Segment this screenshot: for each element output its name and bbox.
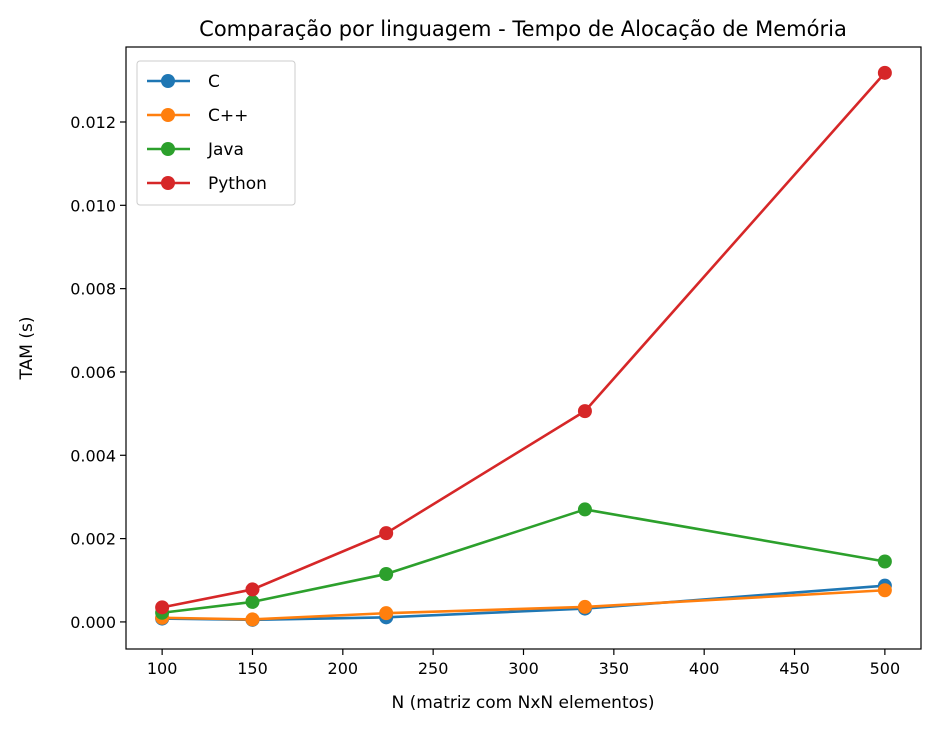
data-point [245, 582, 260, 597]
x-tick-label: 150 [237, 659, 268, 678]
data-point [877, 554, 892, 569]
legend-entry: Python [147, 174, 267, 194]
data-point [379, 526, 394, 541]
legend-entry: C [147, 72, 220, 92]
x-tick-label: 400 [689, 659, 720, 678]
y-tick-label: 0.000 [70, 613, 116, 632]
data-point [379, 606, 394, 621]
x-axis-label: N (matriz com NxN elementos) [391, 693, 654, 713]
x-axis: 100 150 200 250 300 350 400 450 500 [147, 649, 900, 678]
x-tick-label: 200 [328, 659, 359, 678]
data-point [245, 594, 260, 609]
data-point [877, 65, 892, 80]
data-point [379, 567, 394, 582]
data-point [577, 599, 592, 614]
y-tick-label: 0.008 [70, 280, 116, 299]
series-cpp [155, 583, 892, 627]
y-tick-label: 0.012 [70, 113, 116, 132]
legend-box [136, 60, 296, 206]
data-point [577, 404, 592, 419]
legend-entry: C++ [147, 106, 248, 126]
legend-swatch-marker [161, 142, 175, 156]
y-tick-label: 0.006 [70, 363, 116, 382]
legend-label: C [208, 72, 220, 92]
x-tick-label: 350 [599, 659, 630, 678]
x-tick-label: 250 [418, 659, 449, 678]
legend: C C++ Java Python [136, 60, 296, 206]
chart-title: Comparação por linguagem - Tempo de Aloc… [199, 17, 847, 41]
legend-label: C++ [208, 106, 248, 126]
data-point [155, 600, 170, 615]
plot-area [155, 65, 892, 627]
x-tick-label: 500 [870, 659, 901, 678]
x-tick-label: 450 [779, 659, 810, 678]
legend-swatch-marker [161, 74, 175, 88]
y-axis: 0.000 0.002 0.004 0.006 0.008 0.010 0.012 [70, 113, 126, 632]
x-tick-label: 300 [508, 659, 539, 678]
y-tick-label: 0.004 [70, 446, 116, 465]
legend-label: Python [208, 174, 267, 194]
y-tick-label: 0.010 [70, 196, 116, 215]
y-tick-label: 0.002 [70, 530, 116, 549]
legend-swatch-marker [161, 176, 175, 190]
data-point [577, 502, 592, 517]
data-point [245, 612, 260, 627]
series-line [162, 584, 885, 622]
data-point [877, 583, 892, 598]
x-tick-label: 100 [147, 659, 178, 678]
legend-swatch-marker [161, 108, 175, 122]
legend-label: Java [207, 140, 244, 160]
y-axis-label: TAM (s) [17, 317, 37, 381]
legend-entry: Java [147, 140, 244, 160]
series-python [155, 65, 892, 615]
series-java [155, 502, 892, 620]
